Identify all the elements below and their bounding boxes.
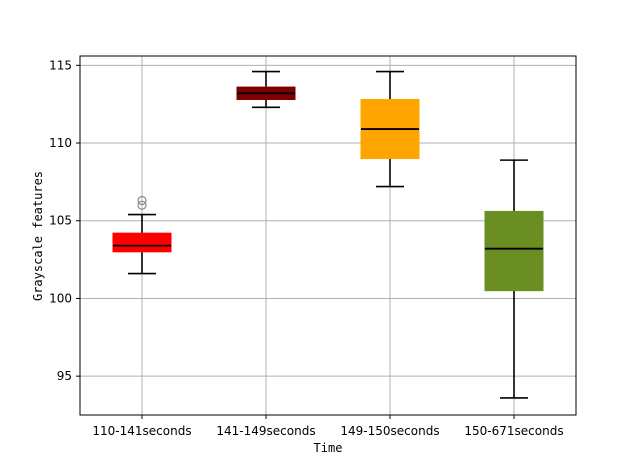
x-axis-label: Time bbox=[314, 441, 343, 455]
outlier-point bbox=[137, 195, 147, 206]
box-group-0 bbox=[112, 195, 172, 275]
y-tick-label: 115 bbox=[49, 58, 72, 72]
plot-frame bbox=[79, 55, 577, 416]
y-tick-label: 100 bbox=[49, 291, 72, 305]
outlier-point bbox=[137, 200, 147, 210]
y-tick-label: 95 bbox=[57, 369, 72, 383]
y-tick-label: 105 bbox=[49, 214, 72, 228]
box-iqr bbox=[112, 232, 172, 253]
box-group-2 bbox=[360, 70, 420, 188]
boxes-layer bbox=[112, 70, 544, 399]
box-iqr bbox=[484, 210, 544, 292]
x-tick-label: 141-149seconds bbox=[216, 424, 315, 438]
x-tick-label: 110-141seconds bbox=[92, 424, 191, 438]
box-group-1 bbox=[236, 70, 296, 109]
x-tick-label: 149-150seconds bbox=[340, 424, 439, 438]
y-axis-label: Grayscale features bbox=[31, 171, 45, 301]
x-tick-label: 150-671seconds bbox=[464, 424, 563, 438]
y-tick-label: 110 bbox=[49, 136, 72, 150]
ticks-layer: 95 100 105 110 115 110-141seconds 141-149secon… bbox=[49, 58, 564, 438]
box-group-3 bbox=[484, 159, 544, 399]
